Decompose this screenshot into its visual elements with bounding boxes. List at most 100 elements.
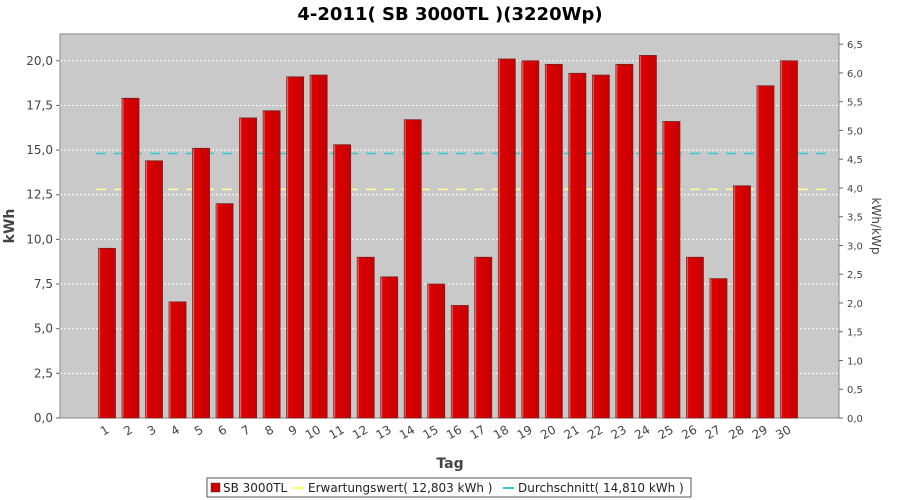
bar [662,121,681,419]
legend: SB 3000TL Erwartungswert( 12,803 kWh ) D… [206,477,692,498]
y-axis-right: 0,0 0,5 1,0 1,5 2,0 2,5 3,0 3,5 4,0 4,5 5,0 5,5 6,0 6… [839,40,863,425]
y2-tick-label: 3,0 [847,241,863,252]
x-tick-label: 21 [562,422,582,442]
x-tick-label: 11 [326,422,346,442]
y2-tick-label: 4,0 [847,184,863,195]
x-tick-label: 13 [373,422,393,442]
x-tick-label: 14 [397,422,417,442]
x-axis: 1 2 3 4 5 6 7 8 9 10 11 12 13 14 15 16 17 18 19 20 21 22 23 24 2… [98,422,794,442]
x-tick-label: 10 [303,422,323,442]
x-tick-label: 15 [421,422,441,442]
x-tick-label: 26 [679,422,699,442]
y2-axis-title: kWh/kWp [869,198,883,255]
bar [638,55,657,419]
x-tick-label: 6 [215,422,229,438]
x-axis-title: Tag [436,456,463,472]
bar [591,74,610,419]
grid-lines [60,60,839,374]
bar [450,305,469,419]
y2-tick-label: 0,0 [847,414,863,425]
bar [521,60,540,419]
bar [733,185,751,419]
plot-area [59,33,840,419]
y2-tick-label: 5,0 [847,126,863,137]
y-tick-label: 17,5 [26,98,53,112]
x-tick-label: 7 [239,422,253,438]
y2-tick-label: 5,5 [847,98,863,109]
x-tick-label: 5 [192,422,206,438]
y-axis-left: 0,0 2,5 5,0 7,5 10,0 12,5 15,0 17,5 20,0 [26,54,60,425]
y2-tick-label: 4,5 [847,155,863,166]
bar [145,160,163,419]
x-tick-label: 1 [98,422,112,438]
bar [756,85,775,419]
bar [121,97,140,419]
x-tick-label: 9 [286,422,300,438]
y-tick-label: 15,0 [26,143,53,157]
bar [427,283,446,419]
y-axis-title: kWh [2,209,18,244]
y2-tick-label: 1,0 [847,356,863,367]
x-tick-label: 22 [585,422,605,442]
bar [568,72,587,419]
legend-label-average: Durchschnitt( 14,810 kWh ) [518,481,684,495]
bar [686,256,704,419]
legend-label-expected: Erwartungswert( 12,803 kWh ) [308,481,492,495]
y2-tick-label: 0,5 [847,385,863,396]
chart-title: 4-2011( SB 3000TL )(3220Wp) [297,4,602,25]
x-tick-label: 28 [726,422,746,442]
bar [709,278,728,419]
y2-tick-label: 6,0 [847,69,863,80]
bar [780,60,798,419]
x-tick-label: 3 [145,422,159,438]
x-tick-label: 30 [773,422,793,442]
bar [544,63,563,419]
bar [474,256,493,419]
x-tick-label: 12 [350,422,370,442]
y2-tick-label: 6,5 [847,40,863,51]
x-tick-label: 27 [703,422,723,442]
y-tick-label: 20,0 [26,54,53,68]
x-tick-label: 4 [168,422,182,438]
x-tick-label: 23 [609,422,629,442]
bar [403,119,422,419]
y-tick-label: 2,5 [34,366,53,380]
y2-tick-label: 3,5 [847,213,863,224]
bar [98,247,116,419]
bar [380,276,399,419]
reference-lines [96,152,827,191]
legend-label-bars: SB 3000TL [223,481,288,495]
x-tick-label: 17 [468,422,488,442]
y2-tick-label: 2,5 [847,270,863,281]
y-tick-label: 10,0 [26,232,53,246]
y2-tick-label: 1,5 [847,328,863,339]
x-tick-label: 29 [750,422,770,442]
x-tick-label: 16 [444,422,464,442]
x-tick-label: 2 [121,422,135,438]
x-tick-label: 24 [632,422,652,442]
x-tick-label: 8 [263,422,277,438]
y-tick-label: 12,5 [26,188,53,202]
bar [497,58,516,419]
y-tick-label: 0,0 [34,411,53,425]
bars [98,55,798,419]
bar [215,203,234,419]
x-tick-label: 25 [656,422,676,442]
legend-swatch-bars [210,482,221,493]
bar [239,117,258,419]
x-tick-label: 18 [491,422,511,442]
bar [356,256,375,419]
bar [192,147,210,419]
x-tick-label: 20 [538,422,558,442]
bar [168,301,187,419]
bar [615,63,634,419]
x-tick-label: 19 [515,422,535,442]
y-tick-label: 7,5 [34,277,53,291]
bar [333,144,352,419]
bar [286,76,305,419]
bar [262,110,281,419]
legend-box [206,477,692,498]
bar [309,74,328,419]
y2-tick-label: 2,0 [847,299,863,310]
